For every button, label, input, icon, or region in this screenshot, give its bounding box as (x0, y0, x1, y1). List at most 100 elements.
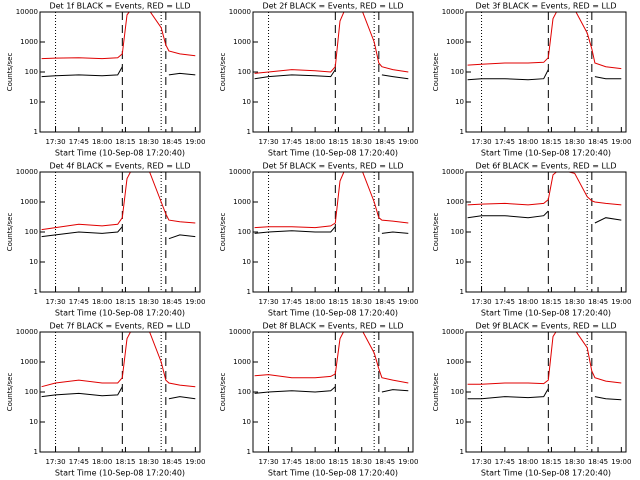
panel-title: Det 9f BLACK = Events, RED = LLD (475, 322, 616, 331)
y-tick-label: 100 (25, 388, 38, 396)
y-tick-label: 1 (460, 288, 464, 296)
x-tick-label: 19:00 (398, 138, 418, 146)
y-tick-label: 10 (242, 418, 251, 426)
x-tick-label: 18:00 (305, 298, 325, 306)
series-line (254, 172, 409, 229)
x-tick-label: 18:00 (305, 138, 325, 146)
x-axis-label: Start Time (10-Sep-08 17:20:40) (268, 149, 398, 158)
x-tick-label: 18:00 (518, 138, 538, 146)
y-tick-label: 1000 (20, 358, 38, 366)
x-tick-label: 17:30 (45, 298, 65, 306)
x-tick-label: 17:30 (45, 458, 65, 466)
plot-frame (252, 331, 414, 453)
series-line (467, 172, 622, 206)
y-tick-label: 1 (34, 448, 38, 456)
y-axis-label: Counts/sec (6, 373, 14, 412)
x-tick-label: 18:45 (588, 298, 608, 306)
x-tick-label: 18:45 (375, 458, 395, 466)
x-tick-label: 17:30 (258, 298, 278, 306)
x-tick-label: 17:30 (258, 458, 278, 466)
x-tick-label: 18:00 (305, 458, 325, 466)
plot-frame (465, 331, 627, 453)
y-tick-label: 100 (451, 228, 464, 236)
y-tick-label: 10 (29, 258, 38, 266)
x-axis-label: Start Time (10-Sep-08 17:20:40) (55, 149, 185, 158)
y-tick-label: 10000 (442, 8, 464, 16)
y-tick-label: 10 (455, 258, 464, 266)
series-line (467, 69, 622, 81)
x-axis-label: Start Time (10-Sep-08 17:20:40) (268, 309, 398, 318)
y-tick-label: 100 (25, 68, 38, 76)
y-tick-label: 10000 (442, 168, 464, 176)
y-tick-label: 1 (34, 288, 38, 296)
x-axis-label: Start Time (10-Sep-08 17:20:40) (481, 309, 611, 318)
series-line (254, 12, 409, 74)
panel: Det 9f BLACK = Events, RED = LLD Start Ti… (432, 322, 631, 478)
y-axis-label: Counts/sec (219, 53, 227, 92)
series-line (467, 210, 622, 224)
x-tick-label: 18:45 (588, 138, 608, 146)
plot-frame (39, 171, 201, 293)
series-line (467, 332, 622, 385)
x-tick-label: 19:00 (185, 298, 205, 306)
plot-frame (39, 11, 201, 133)
y-tick-label: 100 (451, 388, 464, 396)
y-axis-label: Counts/sec (432, 213, 440, 252)
panel: Det 1f BLACK = Events, RED = LLD Start Ti… (6, 2, 205, 158)
x-tick-label: 17:45 (69, 298, 89, 306)
x-tick-label: 18:30 (352, 458, 372, 466)
panel-title: Det 7f BLACK = Events, RED = LLD (49, 322, 190, 331)
y-tick-label: 10 (455, 98, 464, 106)
series-line (254, 69, 409, 80)
y-tick-label: 10000 (442, 328, 464, 336)
x-tick-label: 17:45 (69, 458, 89, 466)
x-axis-label: Start Time (10-Sep-08 17:20:40) (55, 309, 185, 318)
y-tick-label: 10000 (229, 8, 251, 16)
x-tick-label: 18:30 (352, 138, 372, 146)
plot-frame (39, 331, 201, 453)
y-tick-label: 100 (238, 228, 251, 236)
y-tick-label: 10000 (16, 328, 38, 336)
y-axis-label: Counts/sec (432, 53, 440, 92)
x-tick-label: 18:45 (162, 298, 182, 306)
y-tick-label: 10 (242, 258, 251, 266)
x-tick-label: 19:00 (185, 138, 205, 146)
y-tick-label: 1000 (233, 38, 251, 46)
y-tick-label: 1000 (446, 198, 464, 206)
series-line (467, 388, 622, 401)
x-tick-label: 18:30 (565, 138, 585, 146)
x-tick-label: 18:00 (518, 298, 538, 306)
series-line (467, 12, 622, 70)
x-tick-label: 17:45 (282, 458, 302, 466)
x-tick-label: 18:15 (115, 138, 135, 146)
x-tick-label: 18:30 (565, 298, 585, 306)
y-axis-label: Counts/sec (432, 373, 440, 412)
x-axis-label: Start Time (10-Sep-08 17:20:40) (481, 469, 611, 478)
x-tick-label: 18:15 (115, 298, 135, 306)
x-tick-label: 18:30 (565, 458, 585, 466)
x-tick-label: 18:45 (375, 298, 395, 306)
x-tick-label: 17:30 (471, 298, 491, 306)
x-tick-label: 18:00 (92, 458, 112, 466)
x-tick-label: 18:15 (541, 458, 561, 466)
x-tick-label: 18:30 (139, 298, 159, 306)
panel: Det 4f BLACK = Events, RED = LLD Start Ti… (6, 162, 205, 318)
panel: Det 7f BLACK = Events, RED = LLD Start Ti… (6, 322, 205, 478)
plot-frame (465, 171, 627, 293)
y-tick-label: 100 (238, 68, 251, 76)
series-line (41, 226, 196, 240)
y-tick-label: 10000 (16, 168, 38, 176)
series-line (254, 332, 409, 384)
x-tick-label: 18:45 (588, 458, 608, 466)
x-tick-label: 17:30 (471, 138, 491, 146)
y-axis-label: Counts/sec (219, 373, 227, 412)
y-tick-label: 100 (238, 388, 251, 396)
panel-title: Det 6f BLACK = Events, RED = LLD (475, 162, 616, 171)
x-tick-label: 18:00 (92, 298, 112, 306)
x-tick-label: 17:45 (69, 138, 89, 146)
x-tick-label: 19:00 (398, 298, 418, 306)
x-tick-label: 17:45 (282, 138, 302, 146)
plot-frame (465, 11, 627, 133)
series-line (41, 386, 196, 400)
